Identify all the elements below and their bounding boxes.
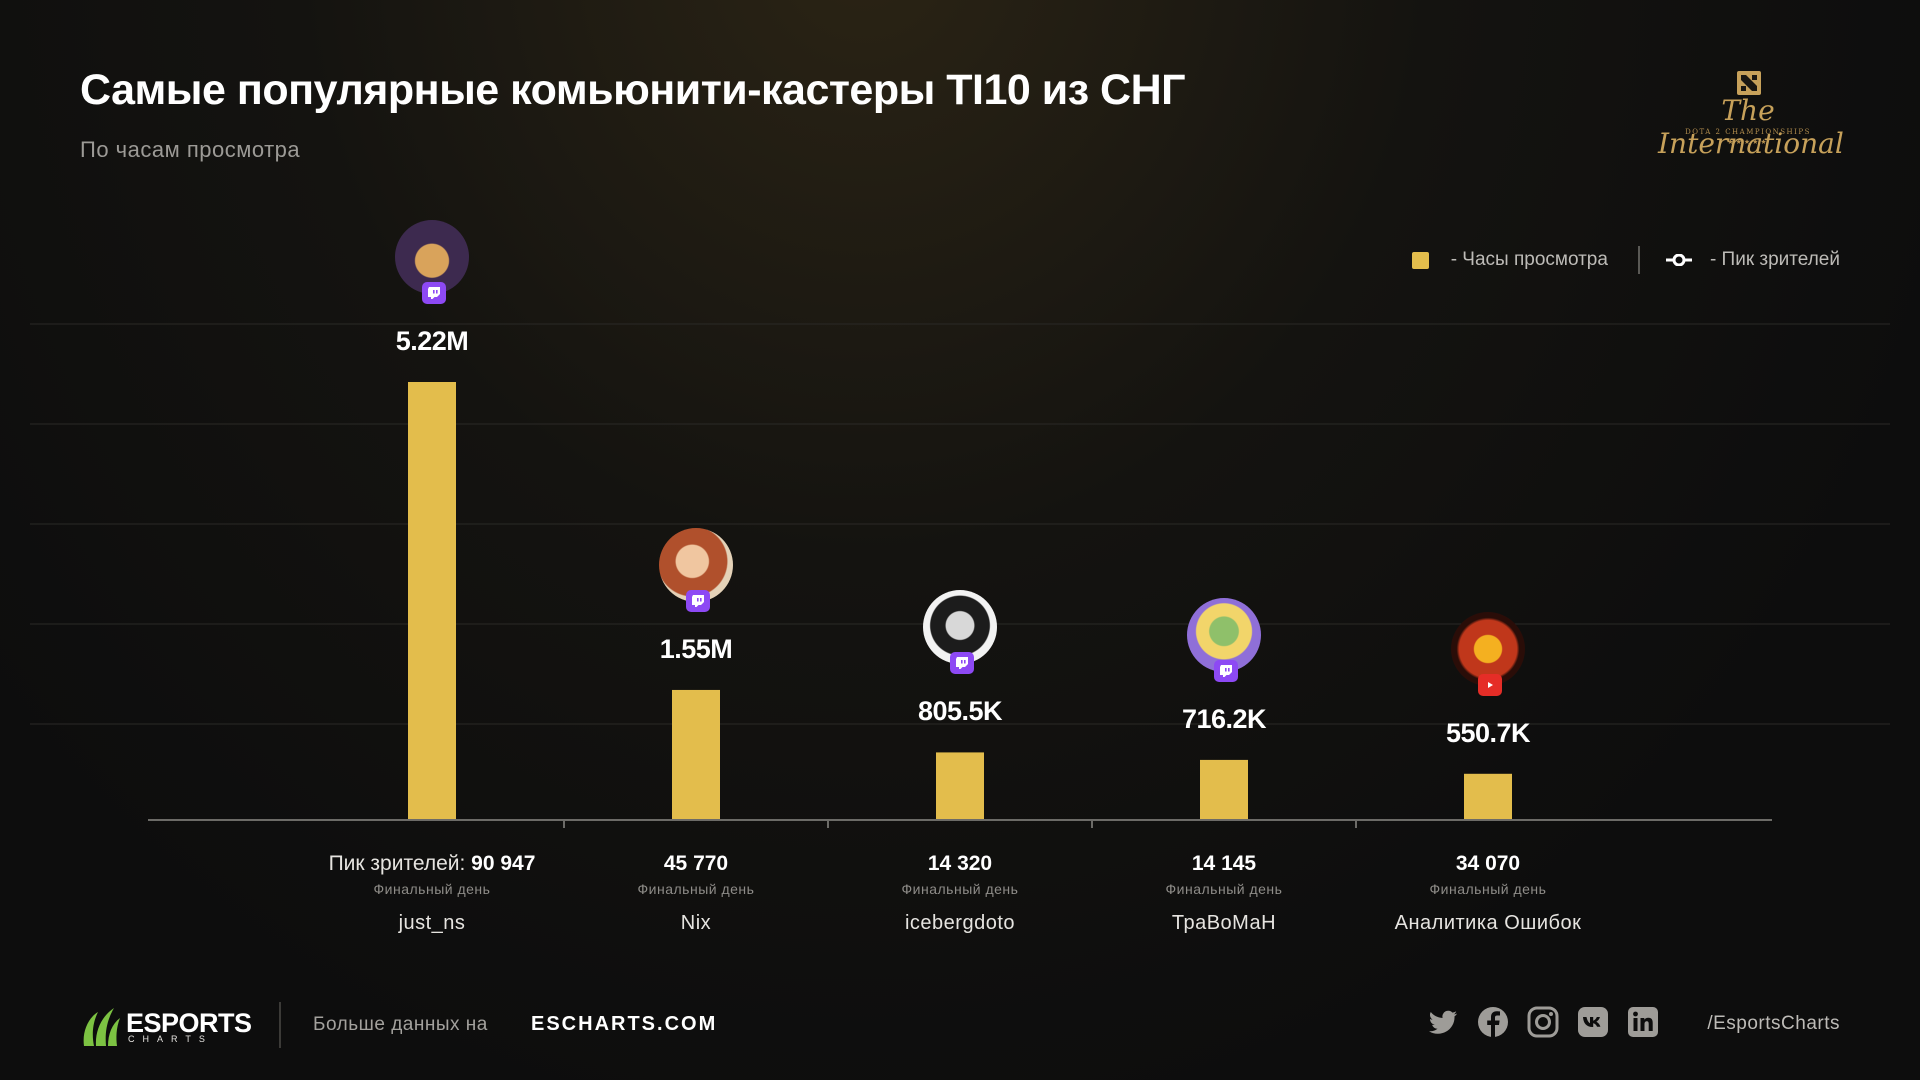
twitter-icon[interactable] (1426, 1005, 1460, 1039)
peak-viewers-prefix: Пик зрителей: (328, 852, 472, 875)
final-day-label: Финальный день (1429, 881, 1547, 897)
bar-2 (936, 752, 984, 820)
peak-viewers-label: 14 145 (1074, 852, 1374, 876)
peak-viewers-value: 90 947 (471, 852, 536, 875)
twitch-icon (422, 282, 446, 304)
bar-value-label: 5.22M (395, 326, 469, 356)
peak-viewers-label: 45 770 (546, 852, 846, 876)
caster-avatar[interactable] (1451, 611, 1525, 696)
linkedin-icon[interactable] (1626, 1005, 1660, 1039)
bar-0 (408, 382, 456, 820)
legend-label-peak: - Пик зрителей (1709, 249, 1840, 270)
final-day-label: Финальный день (637, 881, 755, 897)
peak-viewers-icon (1665, 254, 1692, 266)
bar-value-label: 716.2K (1181, 703, 1267, 734)
final-day-label: Финальный день (1165, 881, 1283, 897)
the-international-logo: The International DOTA 2 CHAMPIONSHIPS ★… (1658, 68, 1844, 160)
caster-avatar[interactable] (1187, 597, 1261, 682)
final-day-label: Финальный день (901, 881, 1019, 897)
bar-value-label: 1.55M (659, 633, 733, 664)
bar-3 (1200, 759, 1248, 820)
footer-more-text: Больше данных на (313, 1014, 488, 1035)
footer-brand-sub: CHARTS (128, 1034, 213, 1044)
footer-site-link[interactable]: ESCHARTS.COM (531, 1013, 718, 1035)
caster-name[interactable]: Аналитика Ошибок (1394, 912, 1582, 934)
caster-name[interactable]: ТраВоМаН (1171, 912, 1277, 934)
chart-title: Самые популярные комьюнити-кастеры TI10 … (80, 66, 1186, 114)
caster-avatar[interactable] (395, 220, 469, 304)
ti-logo-text: The International (1658, 94, 1844, 160)
avatar-image (1451, 611, 1525, 686)
instagram-icon[interactable] (1526, 1005, 1560, 1039)
ti-logo-stars: ★★★★★ (1727, 139, 1769, 146)
esports-charts-logo[interactable]: ESPORTS CHARTS (80, 1000, 252, 1050)
avatar-image (1187, 597, 1261, 672)
peak-viewers-label: 34 070 (1338, 852, 1638, 876)
ti-logo-subtext: DOTA 2 CHAMPIONSHIPS (1685, 128, 1811, 136)
peak-viewers-value: 14 145 (1191, 852, 1257, 875)
vk-icon[interactable] (1576, 1005, 1610, 1039)
peak-viewers-value: 14 320 (927, 852, 993, 875)
bar-1 (672, 689, 720, 820)
avatar-image (659, 527, 733, 602)
twitch-icon (1214, 659, 1238, 682)
avatar-image (395, 220, 469, 294)
esports-charts-leaf-icon (83, 1008, 120, 1046)
legend-swatch-hours (1411, 251, 1429, 269)
twitch-icon (950, 652, 974, 675)
caster-avatar[interactable] (923, 590, 997, 675)
dota-logo-icon (1737, 71, 1761, 95)
legend: - Часы просмотра - Пик зрителей (1411, 246, 1840, 274)
peak-viewers-value: 34 070 (1455, 852, 1521, 875)
youtube-icon (1478, 673, 1502, 696)
avatar-image (923, 590, 997, 665)
legend-label-hours: - Часы просмотра (1450, 249, 1608, 270)
peak-viewers-label: 14 320 (810, 852, 1110, 876)
caster-name[interactable]: Nix (680, 912, 712, 934)
twitch-icon (686, 589, 710, 612)
bar-value-label: 805.5K (917, 696, 1003, 727)
bar-value-label: 550.7K (1445, 717, 1531, 748)
peak-viewers-value: 45 770 (663, 852, 729, 875)
facebook-icon[interactable] (1476, 1005, 1510, 1039)
caster-avatar[interactable] (659, 527, 733, 612)
chart-subtitle: По часам просмотра (80, 137, 301, 162)
social-handle[interactable]: /EsportsCharts (1707, 1013, 1840, 1034)
footer-brand: ESPORTS (126, 1008, 252, 1038)
x-axis-ticks (563, 820, 1357, 828)
caster-name[interactable]: just_ns (398, 912, 466, 934)
final-day-label: Финальный день (373, 881, 491, 897)
footer-divider (279, 1002, 281, 1048)
peak-viewers-label: Пик зрителей: 90 947 (282, 852, 582, 876)
legend-divider (1637, 246, 1640, 274)
social-links (1426, 1005, 1676, 1039)
caster-name[interactable]: icebergdoto (904, 912, 1016, 934)
bar-4 (1464, 773, 1512, 820)
